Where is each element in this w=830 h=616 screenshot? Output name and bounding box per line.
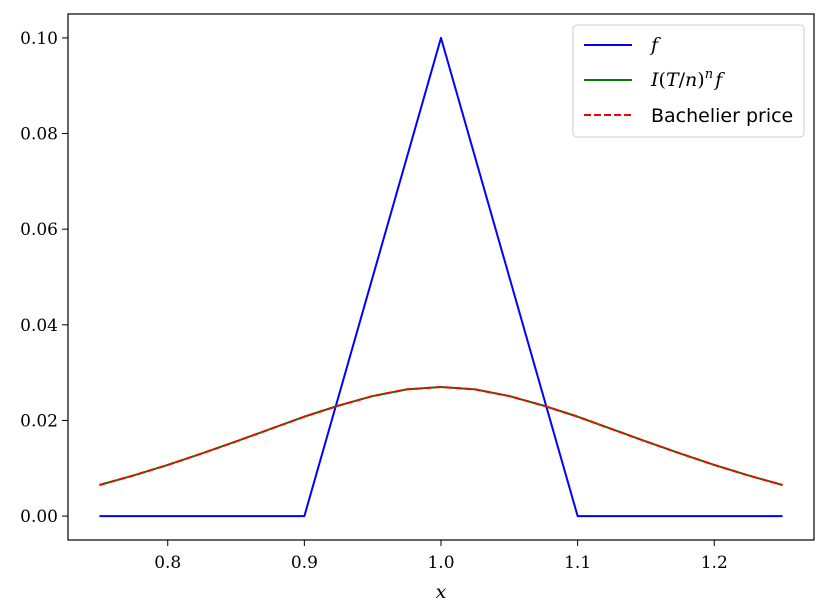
x-axis-ticks: 0.8 0.9 1.0 1.1 1.2 <box>154 540 728 573</box>
legend: f I(T/n)n f Bachelier price <box>572 24 805 138</box>
legend-label-f: f <box>649 34 661 56</box>
legend-box <box>572 24 805 138</box>
y-tick-label: 0.00 <box>20 507 58 527</box>
y-tick-label: 0.04 <box>20 316 58 336</box>
x-tick-label: 1.1 <box>564 553 591 573</box>
y-tick-label: 0.06 <box>20 220 58 240</box>
plot-frame <box>67 13 815 541</box>
x-tick-label: 0.8 <box>154 553 181 573</box>
x-tick-label: 1.0 <box>427 553 454 573</box>
y-tick-label: 0.02 <box>20 411 58 431</box>
series-line-2 <box>99 385 783 486</box>
x-tick-label: 0.9 <box>291 553 318 573</box>
series-line-0 <box>99 36 783 518</box>
y-axis-ticks: 0.00 0.02 0.04 0.06 0.08 0.10 <box>20 29 68 527</box>
y-tick-label: 0.10 <box>20 29 58 49</box>
legend-label-iterate: I(T/n)n f <box>650 67 725 91</box>
series-layer <box>99 36 783 518</box>
x-axis-label: x <box>436 581 447 603</box>
legend-label-bachelier: Bachelier price <box>651 105 793 127</box>
y-tick-label: 0.08 <box>20 125 58 145</box>
x-tick-label: 1.2 <box>701 553 728 573</box>
